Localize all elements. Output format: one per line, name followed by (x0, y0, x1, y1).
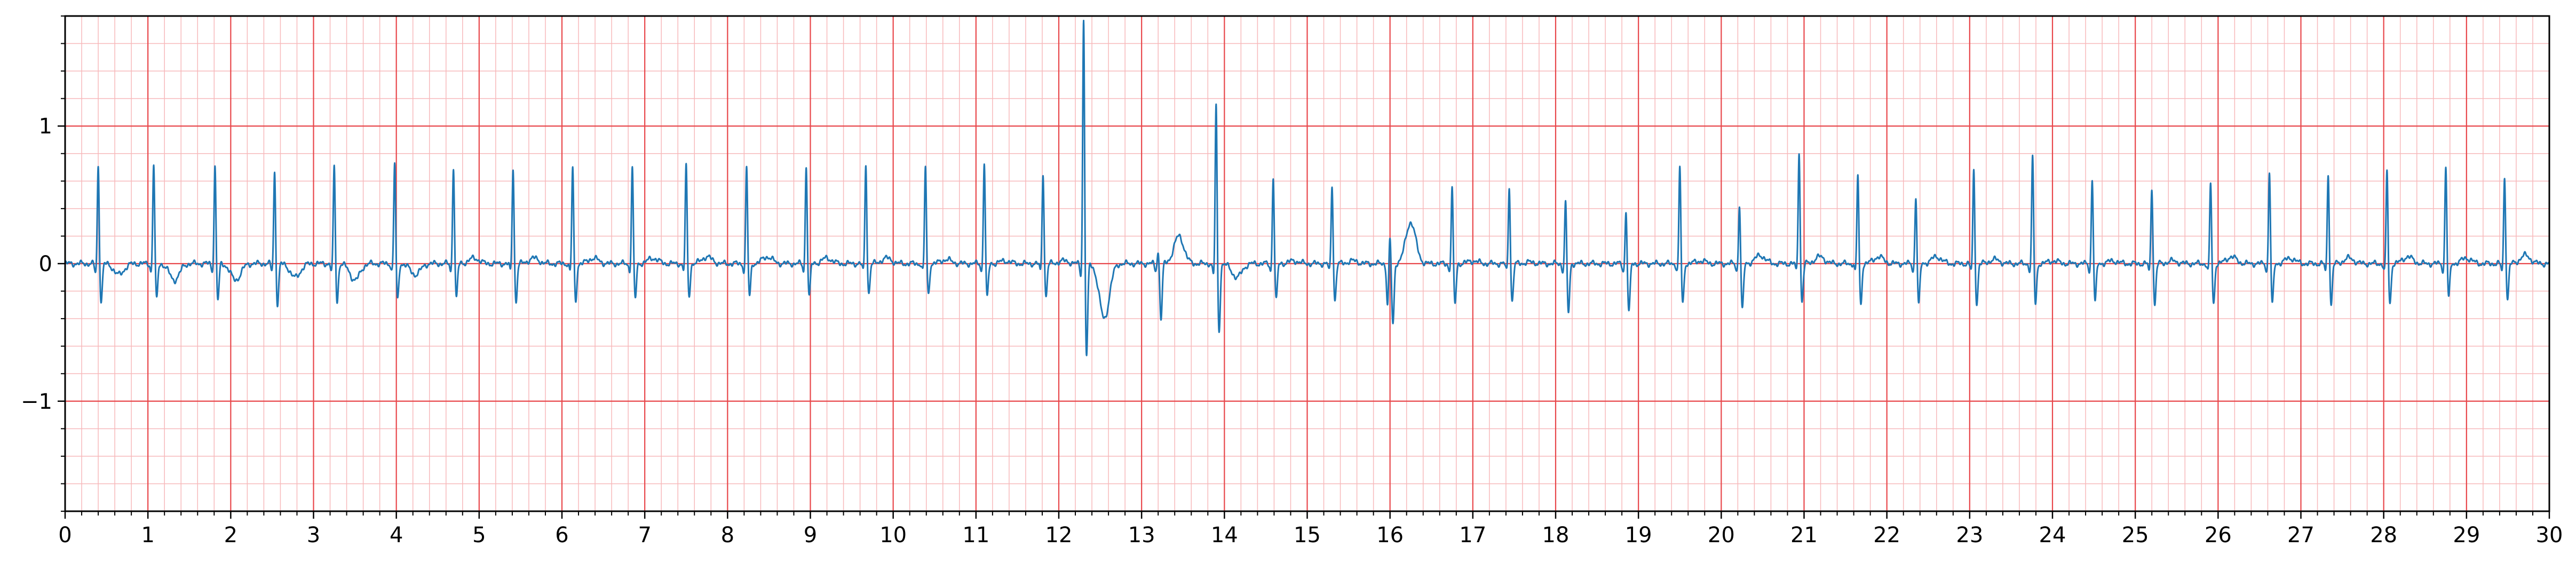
x-tick-label: 21 (1790, 523, 1818, 548)
x-tick-label: 15 (1294, 523, 1321, 548)
x-tick-label: 1 (141, 523, 154, 548)
x-tick-label: 26 (2205, 523, 2232, 548)
x-tick-label: 14 (1211, 523, 1238, 548)
plot-area (64, 15, 2550, 512)
x-tick-label: 27 (2287, 523, 2315, 548)
x-tick-label: 29 (2453, 523, 2480, 548)
x-tick-label: 6 (555, 523, 568, 548)
x-tick-label: 9 (804, 523, 817, 548)
ecg-series-line (64, 19, 2550, 356)
x-tick-label: 7 (638, 523, 651, 548)
x-tick-label: 22 (1873, 523, 1900, 548)
x-tick-label: 4 (390, 523, 403, 548)
x-tick-label: 8 (721, 523, 734, 548)
x-tick-label: 5 (472, 523, 486, 548)
x-tick-label: 16 (1376, 523, 1404, 548)
x-tick-label: 19 (1625, 523, 1652, 548)
y-tick-label: −1 (21, 390, 52, 414)
y-axis: −1 0 1 (21, 15, 65, 512)
x-tick-label: 23 (1956, 523, 1983, 548)
x-tick-label: 0 (58, 523, 72, 548)
x-axis: 0 1 2 3 4 5 6 7 8 9 10 11 12 13 14 15 16 17 18 19 20 21 22 23 24… (58, 511, 2563, 548)
x-tick-label: 25 (2122, 523, 2149, 548)
x-tick-label: 30 (2536, 523, 2563, 548)
x-tick-label: 28 (2370, 523, 2397, 548)
x-tick-label: 3 (307, 523, 320, 548)
x-tick-label: 12 (1045, 523, 1073, 548)
x-tick-label: 24 (2039, 523, 2066, 548)
y-tick-label: 1 (39, 114, 52, 139)
x-tick-label: 2 (224, 523, 237, 548)
x-tick-label: 11 (962, 523, 989, 548)
x-tick-label: 20 (1708, 523, 1735, 548)
x-tick-label: 13 (1128, 523, 1155, 548)
x-tick-label: 18 (1542, 523, 1570, 548)
x-tick-label: 17 (1459, 523, 1486, 548)
x-tick-label: 10 (879, 523, 907, 548)
y-tick-label: 0 (39, 252, 52, 276)
